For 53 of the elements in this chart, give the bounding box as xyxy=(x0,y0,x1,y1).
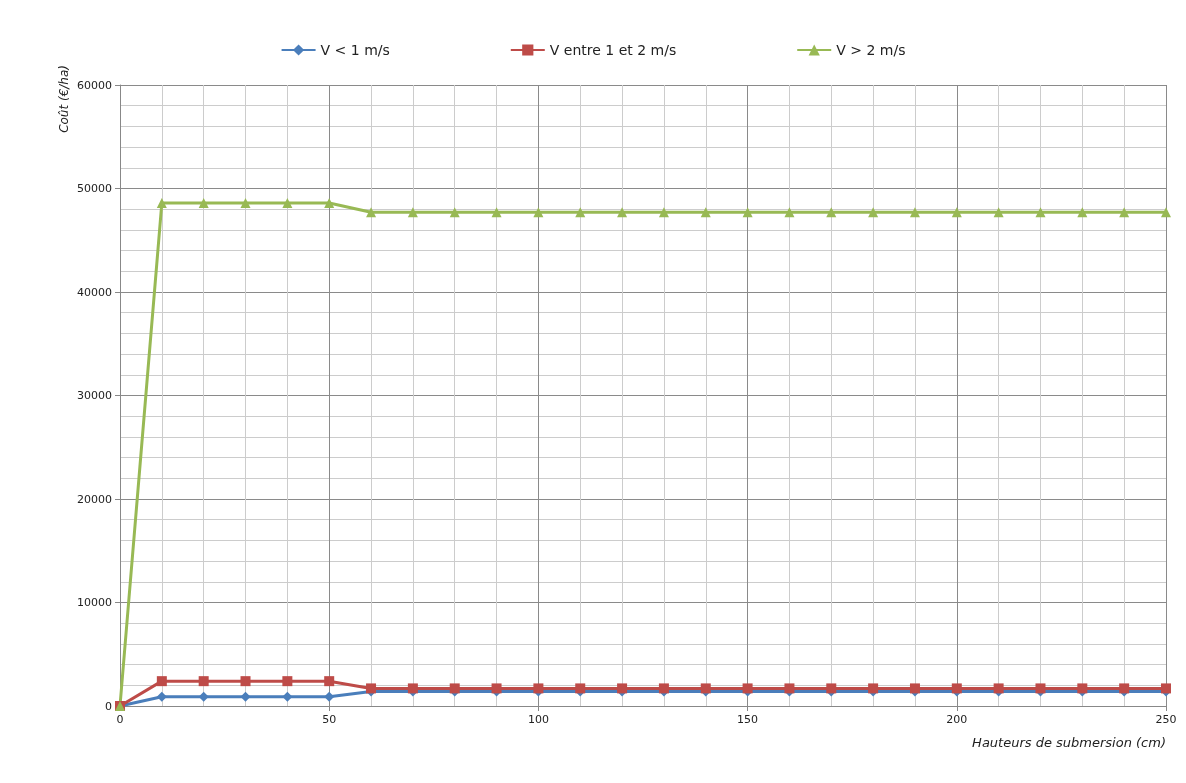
point xyxy=(784,207,795,218)
point xyxy=(407,207,418,218)
point xyxy=(324,691,335,702)
point xyxy=(700,207,711,218)
legend-label: V entre 1 et 2 m/s xyxy=(549,42,677,58)
point xyxy=(324,197,335,208)
y-tick-label: 0 xyxy=(105,699,112,713)
point xyxy=(868,207,879,218)
point xyxy=(282,676,293,687)
point xyxy=(742,207,753,218)
point xyxy=(156,691,167,702)
x-tick-label: 150 xyxy=(737,713,759,726)
point xyxy=(156,676,167,687)
point xyxy=(240,691,251,702)
point xyxy=(240,676,251,687)
y-axis-title: Coût (€/ha) xyxy=(57,65,71,133)
point xyxy=(198,691,209,702)
x-axis-title: Hauteurs de submersion (cm) xyxy=(972,735,1166,750)
y-tick-label: 60000 xyxy=(77,78,112,92)
point xyxy=(951,207,962,218)
y-tick-label: 50000 xyxy=(77,182,112,195)
y-tick-label: 40000 xyxy=(77,285,112,299)
point xyxy=(449,207,460,218)
x-tick-label: 100 xyxy=(527,713,549,726)
y-tick-label: 30000 xyxy=(77,389,112,402)
point xyxy=(533,207,544,218)
point xyxy=(1035,207,1046,218)
point xyxy=(198,676,209,687)
point xyxy=(198,197,209,208)
point xyxy=(658,207,669,218)
point xyxy=(909,207,920,218)
point xyxy=(240,197,251,208)
point xyxy=(491,207,502,218)
legend-label: V < 1 m/s xyxy=(320,42,390,58)
point xyxy=(575,207,586,218)
y-tick-label: 20000 xyxy=(77,492,112,506)
point xyxy=(156,197,167,208)
point xyxy=(282,197,293,208)
point xyxy=(826,207,837,218)
point xyxy=(324,676,335,687)
point xyxy=(282,691,293,702)
y-tick-label: 10000 xyxy=(77,596,112,609)
x-tick-label: 50 xyxy=(322,713,337,726)
point xyxy=(617,207,628,218)
legend-label: V > 2 m/s xyxy=(836,42,906,58)
x-tick-label: 250 xyxy=(1155,713,1177,726)
point xyxy=(366,207,377,218)
point xyxy=(993,207,1004,218)
point xyxy=(1077,207,1088,218)
point xyxy=(1119,207,1130,218)
x-tick-label: 0 xyxy=(116,713,124,726)
point xyxy=(1161,207,1171,218)
x-tick-label: 200 xyxy=(946,713,968,726)
